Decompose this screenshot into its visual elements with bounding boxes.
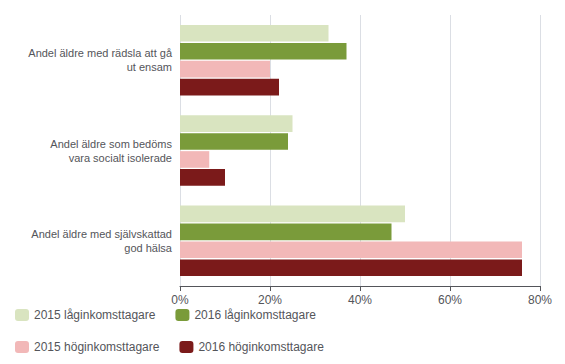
svg-text:40%: 40%: [348, 293, 372, 307]
svg-text:2015 höginkomsttagare: 2015 höginkomsttagare: [34, 340, 160, 354]
svg-text:2015 låginkomsttagare: 2015 låginkomsttagare: [34, 308, 156, 322]
svg-text:2016 höginkomsttagare: 2016 höginkomsttagare: [198, 340, 324, 354]
svg-text:60%: 60%: [438, 293, 462, 307]
svg-text:80%: 80%: [528, 293, 552, 307]
svg-text:Andel äldre som bedöms: Andel äldre som bedöms: [50, 138, 172, 150]
svg-text:Andel äldre med rädsla att gå: Andel äldre med rädsla att gå: [28, 47, 173, 59]
svg-text:Andel äldre med självskattad: Andel äldre med självskattad: [31, 228, 172, 240]
svg-text:0%: 0%: [171, 293, 189, 307]
svg-text:god hälsa: god hälsa: [124, 242, 173, 254]
svg-text:vara socialt isolerade: vara socialt isolerade: [69, 152, 172, 164]
svg-text:2016 låginkomsttagare: 2016 låginkomsttagare: [194, 308, 316, 322]
svg-text:20%: 20%: [258, 293, 282, 307]
svg-text:ut ensam: ut ensam: [127, 61, 172, 73]
